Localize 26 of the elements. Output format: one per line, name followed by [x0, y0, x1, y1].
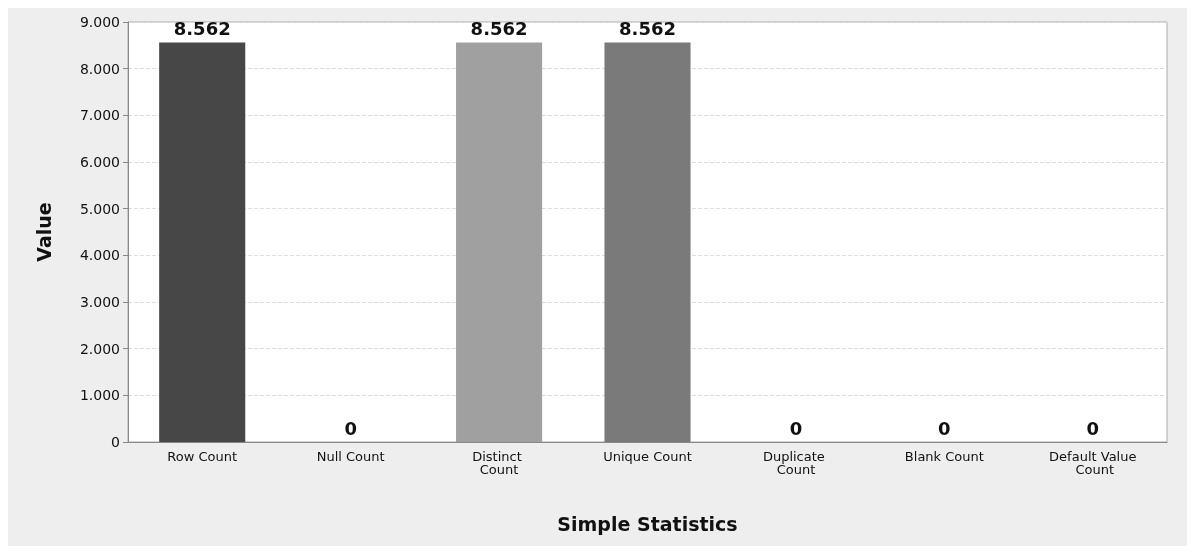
- x-tick-label: Unique Count: [603, 449, 692, 464]
- y-tick-label: 2.000: [79, 340, 120, 357]
- x-axis-title: Simple Statistics: [557, 512, 738, 535]
- data-label: 8.562: [619, 17, 676, 39]
- data-label: 0: [789, 417, 803, 439]
- data-label: 8.562: [173, 17, 231, 39]
- y-tick-label: 1.000: [79, 387, 120, 404]
- data-label: 0: [344, 417, 357, 439]
- x-tick-label: Row Count: [167, 449, 238, 464]
- y-tick-label: 8.000: [79, 60, 120, 77]
- x-tick-label: Blank Count: [904, 449, 984, 464]
- y-tick-label: 5.000: [79, 200, 120, 217]
- y-tick-label: 7.000: [79, 107, 120, 124]
- y-tick-label: 0: [111, 434, 120, 450]
- x-tick-label: Distinct Count: [472, 449, 526, 477]
- y-axis-title: Value: [32, 202, 55, 262]
- y-tick-label: 4.000: [79, 247, 120, 264]
- y-tick-label: 9.000: [79, 14, 120, 30]
- y-tick-label: 6.000: [79, 154, 120, 170]
- x-tick-label: Duplicate Count: [762, 449, 829, 477]
- x-tick-label: Default Value Count: [1049, 449, 1137, 477]
- x-tick-label: Null Count: [316, 449, 385, 464]
- y-tick-label: 3.000: [79, 294, 120, 310]
- data-label: 0: [938, 417, 951, 439]
- data-label: 0: [1086, 417, 1100, 439]
- data-label: 8.562: [470, 17, 528, 39]
